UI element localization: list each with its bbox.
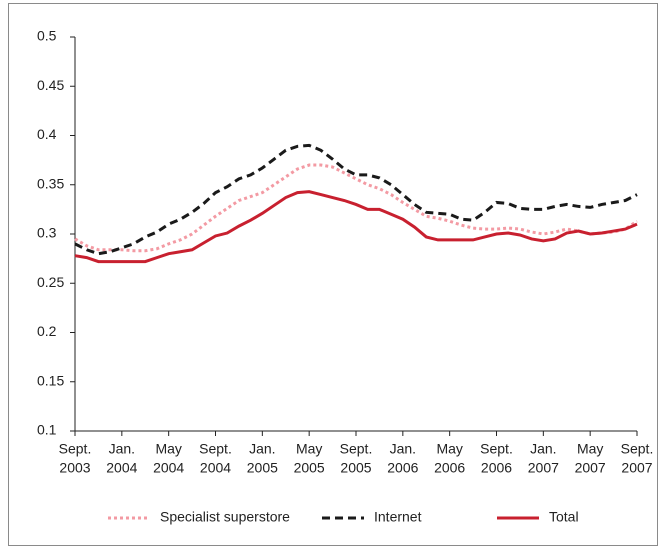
x-tick-label: 2005 [340,460,371,476]
x-tick-label: 2004 [153,460,184,476]
frame [8,3,658,546]
x-tick-label: Jan. [390,441,416,457]
x-tick-label: 2004 [106,460,137,476]
x-tick-label: Jan. [530,441,556,457]
x-tick-label: Sept. [621,441,654,457]
y-tick-label: 0.1 [37,422,57,438]
y-tick-label: 0.2 [37,323,57,339]
series-line [74,163,638,253]
x-tick-label: Jan. [249,441,275,457]
x-tick-label: 2006 [481,460,512,476]
x-tick-label: 2003 [59,460,90,476]
x-tick-label: Sept. [199,441,232,457]
x-tick-label: Sept. [480,441,513,457]
legend-label: Internet [374,509,422,525]
legend-label: Total [549,509,579,525]
series-line [74,143,638,256]
legend-label: Specialist superstore [160,509,290,525]
x-tick-label: Jan. [109,441,135,457]
x-tick-label: 2006 [434,460,465,476]
x-tick-label: May [296,441,322,457]
y-tick-label: 0.15 [37,372,64,388]
y-tick-label: 0.25 [37,274,64,290]
x-tick-label: 2006 [387,460,418,476]
y-tick-label: 0.35 [37,175,64,191]
series-line [74,190,638,264]
x-tick-label: 2005 [247,460,278,476]
y-tick-label: 0.3 [37,225,57,241]
x-tick-label: 2007 [575,460,606,476]
y-tick-label: 0.5 [37,28,57,44]
x-tick-label: Sept. [59,441,92,457]
x-tick-label: 2007 [621,460,652,476]
x-tick-label: May [155,441,181,457]
x-tick-label: 2007 [528,460,559,476]
x-tick-label: Sept. [340,441,373,457]
y-tick-label: 0.45 [37,77,64,93]
x-tick-label: 2005 [294,460,325,476]
x-tick-label: May [577,441,603,457]
x-tick-label: May [436,441,462,457]
x-tick-label: 2004 [200,460,231,476]
y-tick-label: 0.4 [37,126,57,142]
